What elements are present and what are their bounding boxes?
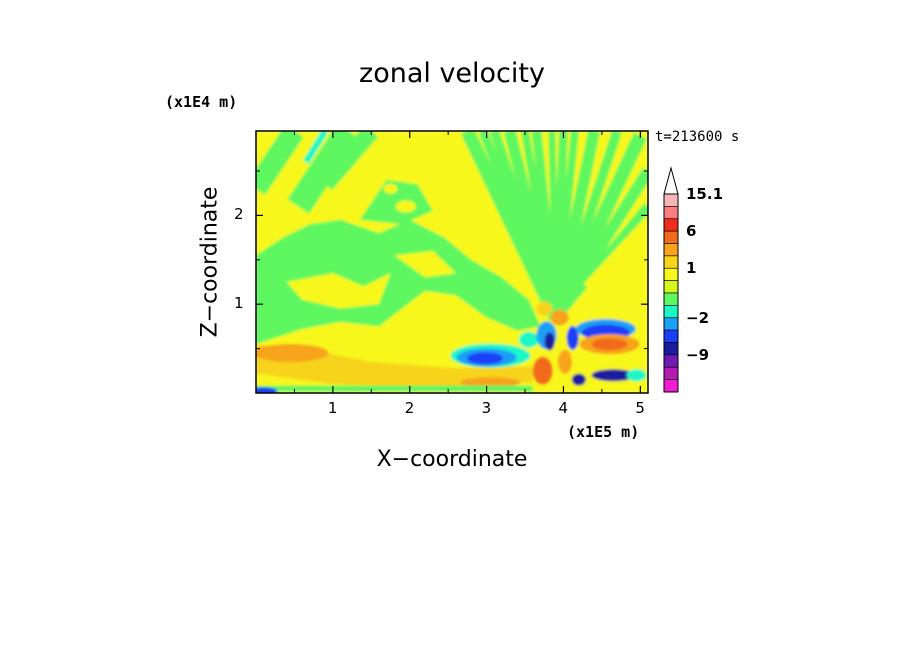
z-scale-note: (x1E4 m): [165, 93, 238, 111]
blob-lower-warm: [460, 377, 521, 388]
turb-4: [532, 356, 553, 385]
turb-8: [536, 301, 553, 316]
colorbar-segment: [663, 206, 679, 220]
turb-9: [571, 373, 586, 386]
colorbar: [663, 166, 679, 393]
colorbar-frame: [663, 193, 679, 393]
colorbar-segment: [663, 292, 679, 306]
time-label: t=213600 s: [655, 129, 740, 145]
x-axis-label: X−coordinate: [376, 447, 528, 472]
colorbar-arrow: [663, 166, 679, 195]
turb-7: [550, 309, 569, 326]
fan-band-10: [549, 131, 601, 319]
colorbar-label: 6: [686, 222, 697, 241]
fan-gap-right: [583, 217, 648, 290]
core-negative-inner: [467, 352, 504, 365]
blob-upper-middle: [359, 179, 433, 225]
x-tick-label: 5: [635, 399, 645, 417]
colorbar-segment: [663, 379, 679, 393]
right-positive-core: [591, 338, 628, 351]
colorbar-segment: [663, 329, 679, 343]
x-tick-label: 1: [327, 399, 338, 417]
plot-frame: [255, 130, 649, 394]
colorbar-label: 15.1: [686, 185, 724, 203]
band-upper-left-1: [256, 131, 304, 195]
band-upper-left-3: [318, 131, 379, 191]
x-tick-label: 4: [558, 399, 568, 417]
region-weak-negative-left: [256, 219, 541, 345]
axes: [256, 131, 648, 393]
y-tick-label: 1: [234, 294, 244, 313]
colorbar-segment: [663, 354, 679, 368]
fan-band-14: [551, 203, 648, 321]
hole-upper-middle-2: [383, 183, 398, 194]
turb-6: [566, 325, 579, 350]
colorbar-segment: [663, 243, 679, 257]
colorbar-segment: [663, 267, 679, 281]
right-lower-negative: [591, 369, 636, 382]
fan-band-9: [551, 131, 579, 318]
colorbar-segment: [663, 366, 679, 380]
velocity-field: [256, 131, 648, 393]
right-lower-edge: [626, 369, 647, 382]
bottom-left-negative: [256, 387, 278, 393]
fan-band-8: [551, 131, 568, 318]
colorbar-segment: [663, 230, 679, 244]
colorbar-segment: [663, 255, 679, 269]
colorbar-segment: [663, 218, 679, 232]
fan-band-12: [549, 132, 647, 321]
region-positive-patch: [394, 250, 456, 278]
blob-lower-left-warm: [256, 344, 329, 363]
colorbar-label: 1: [686, 259, 697, 278]
colorbar-segment: [663, 342, 679, 356]
colorbar-segment: [663, 317, 679, 331]
strip-top-left: [303, 131, 329, 164]
turb-1: [518, 331, 539, 348]
colorbar-label: −2: [686, 308, 710, 327]
y-tick-label: 2: [234, 205, 244, 224]
chart-title: zonal velocity: [359, 58, 545, 89]
turb-5: [557, 349, 572, 374]
hole-upper-middle: [395, 200, 416, 213]
colorbar-segment: [663, 280, 679, 294]
fan-band-11: [551, 131, 622, 320]
colorbar-segment: [663, 193, 679, 207]
colorbar-segment: [663, 305, 679, 319]
x-tick-label: 2: [404, 399, 415, 417]
bottom-strip: [256, 385, 533, 392]
region-positive-tongue: [286, 273, 391, 309]
colorbar-label: −9: [686, 345, 710, 364]
band-upper-left-2: [287, 131, 360, 214]
fan-band-13: [550, 167, 648, 321]
x-tick-label: 3: [481, 399, 492, 417]
turb-3: [544, 332, 555, 351]
x-scale-note: (x1E5 m): [567, 423, 640, 441]
